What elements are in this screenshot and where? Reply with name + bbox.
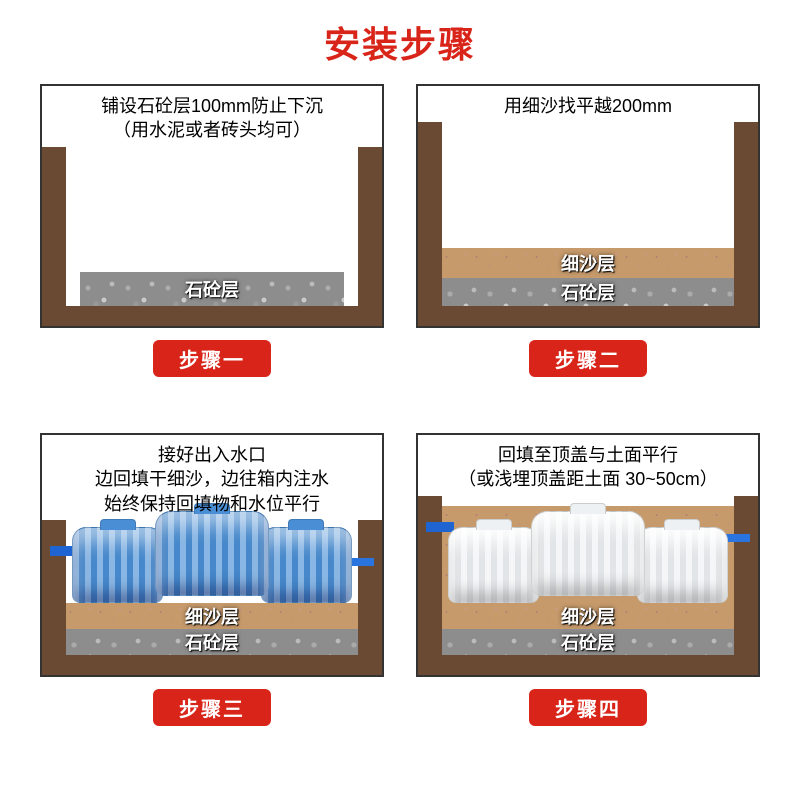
pit: 石砼层 xyxy=(42,147,382,326)
soil-wall-right-icon xyxy=(358,520,382,675)
soil-wall-left-icon xyxy=(42,520,66,675)
pit: 细沙层 石砼层 xyxy=(418,122,758,326)
step-4-panel: 回填至顶盖与土面平行 （或浅埋顶盖距土面 30~50cm） 细沙层 xyxy=(416,433,760,677)
layer-label: 细沙层 xyxy=(561,250,615,276)
step-4: 回填至顶盖与土面平行 （或浅埋顶盖距土面 30~50cm） 细沙层 xyxy=(416,433,760,726)
step-3-badge: 步骤三 xyxy=(153,689,271,726)
steps-grid: 铺设石砼层100mm防止下沉 （用水泥或者砖头均可） 石砼层 步骤一 用细沙找平… xyxy=(40,84,760,726)
step-1-desc: 铺设石砼层100mm防止下沉 （用水泥或者砖头均可） xyxy=(42,86,382,143)
step-3-desc: 接好出入水口 边回填干细沙，边往箱内注水 始终保持回填物和水位平行 xyxy=(42,435,382,516)
step-2: 用细沙找平越200mm 细沙层 石砼层 步骤二 xyxy=(416,84,760,377)
layer-label: 石砼层 xyxy=(185,276,239,302)
step-2-desc: 用细沙找平越200mm xyxy=(418,86,758,118)
layer-label: 石砼层 xyxy=(185,629,239,655)
sand-layer: 细沙层 xyxy=(66,603,358,629)
concrete-layer: 石砼层 xyxy=(442,629,734,655)
concrete-layer: 石砼层 xyxy=(80,272,344,306)
soil-wall-right-icon xyxy=(734,122,758,326)
step-1-panel: 铺设石砼层100mm防止下沉 （用水泥或者砖头均可） 石砼层 xyxy=(40,84,384,328)
soil-wall-right-icon xyxy=(358,147,382,326)
layer-label: 细沙层 xyxy=(561,603,615,629)
inlet-pipe-icon xyxy=(426,522,454,532)
pit: 细沙层 石砼层 xyxy=(418,496,758,675)
tank-white-icon xyxy=(452,527,724,603)
soil-floor-icon xyxy=(42,655,382,675)
sand-layer: 细沙层 xyxy=(442,248,734,278)
desc-line: 铺设石砼层100mm防止下沉 xyxy=(48,94,376,118)
layer-label: 细沙层 xyxy=(185,603,239,629)
soil-wall-left-icon xyxy=(42,147,66,326)
sand-layer: 细沙层 xyxy=(442,603,734,629)
desc-line: 接好出入水口 xyxy=(48,443,376,467)
page-title: 安装步骤 xyxy=(324,16,476,68)
pit: 细沙层 石砼层 xyxy=(42,520,382,675)
step-2-badge: 步骤二 xyxy=(529,340,647,377)
concrete-layer: 石砼层 xyxy=(66,629,358,655)
step-1: 铺设石砼层100mm防止下沉 （用水泥或者砖头均可） 石砼层 步骤一 xyxy=(40,84,384,377)
step-4-badge: 步骤四 xyxy=(529,689,647,726)
layer-label: 石砼层 xyxy=(561,279,615,305)
concrete-layer: 石砼层 xyxy=(442,278,734,306)
desc-line: 边回填干细沙，边往箱内注水 xyxy=(48,467,376,491)
step-1-badge: 步骤一 xyxy=(153,340,271,377)
soil-wall-left-icon xyxy=(418,122,442,326)
step-3-panel: 接好出入水口 边回填干细沙，边往箱内注水 始终保持回填物和水位平行 细沙层 xyxy=(40,433,384,677)
desc-line: 用细沙找平越200mm xyxy=(424,94,752,118)
soil-wall-right-icon xyxy=(734,496,758,675)
step-4-desc: 回填至顶盖与土面平行 （或浅埋顶盖距土面 30~50cm） xyxy=(418,435,758,492)
layer-label: 石砼层 xyxy=(561,629,615,655)
desc-line: （或浅埋顶盖距土面 30~50cm） xyxy=(424,467,752,491)
soil-floor-icon xyxy=(42,306,382,326)
soil-floor-icon xyxy=(418,655,758,675)
tank-blue-icon xyxy=(76,527,348,603)
desc-line: 回填至顶盖与土面平行 xyxy=(424,443,752,467)
desc-line: 始终保持回填物和水位平行 xyxy=(48,492,376,516)
step-2-panel: 用细沙找平越200mm 细沙层 石砼层 xyxy=(416,84,760,328)
soil-floor-icon xyxy=(418,306,758,326)
desc-line: （用水泥或者砖头均可） xyxy=(48,118,376,142)
step-3: 接好出入水口 边回填干细沙，边往箱内注水 始终保持回填物和水位平行 细沙层 xyxy=(40,433,384,726)
